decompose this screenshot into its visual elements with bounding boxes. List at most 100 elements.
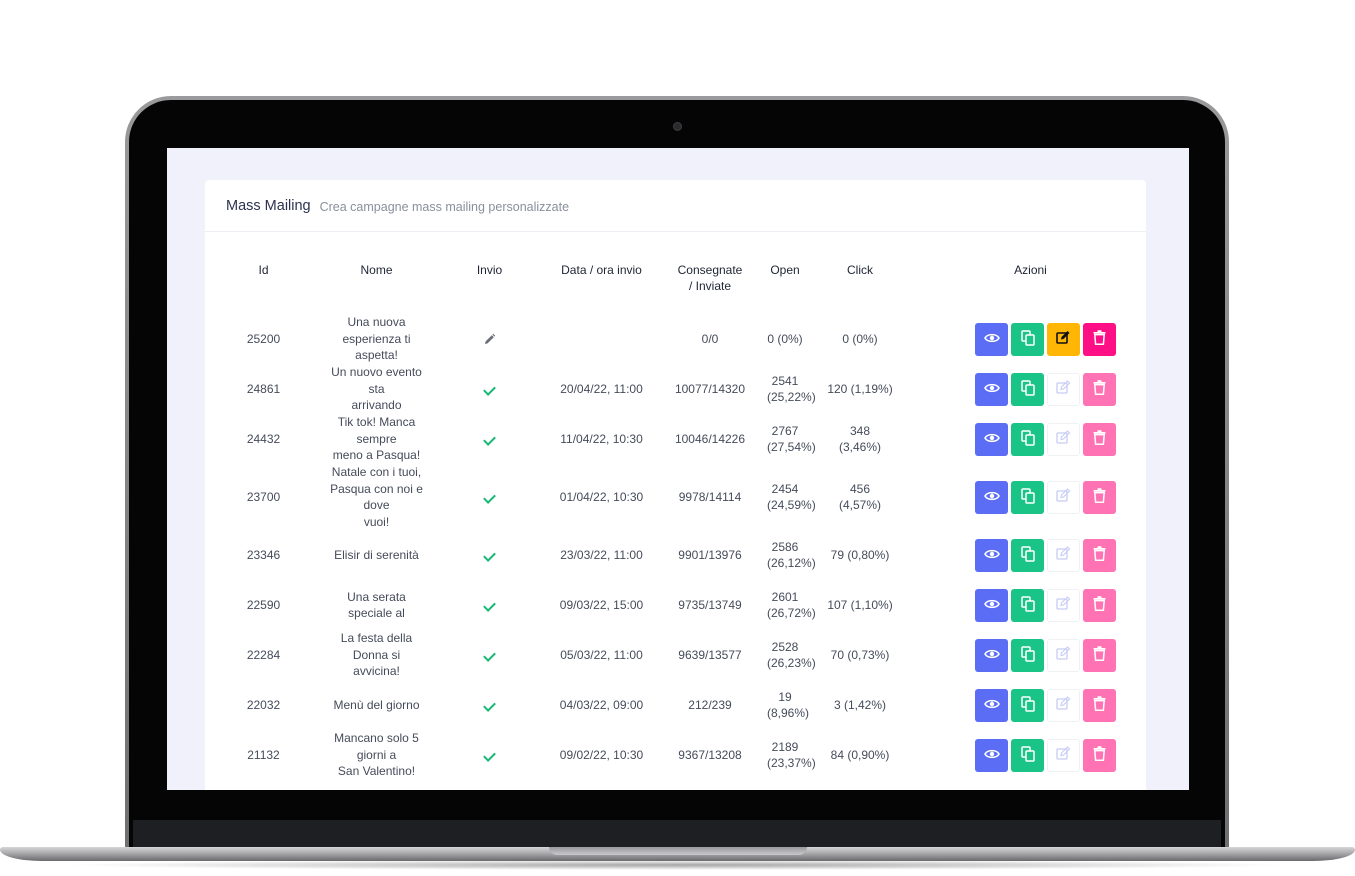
cell-click: 120 (1,19%) bbox=[805, 364, 915, 414]
col-header-nome[interactable]: Nome bbox=[360, 263, 393, 277]
cell-consegnate-text: 212/239 bbox=[688, 697, 732, 712]
copy-button[interactable] bbox=[1011, 738, 1044, 772]
eye-icon bbox=[983, 646, 1000, 665]
view-button[interactable] bbox=[975, 588, 1008, 622]
cell-click-line1: 120 (1,19%) bbox=[827, 381, 893, 396]
edit-icon bbox=[1056, 696, 1071, 714]
copy-button[interactable] bbox=[1011, 688, 1044, 722]
delete-button[interactable] bbox=[1083, 738, 1116, 772]
cell-open-line1: 0 (0%) bbox=[767, 331, 803, 346]
trash-icon bbox=[1093, 430, 1106, 448]
cell-open: 0 (0%) bbox=[765, 314, 805, 364]
row-actions bbox=[917, 480, 1144, 514]
delete-button[interactable] bbox=[1083, 372, 1116, 406]
cell-click: 107 (1,10%) bbox=[805, 580, 915, 630]
col-header-open[interactable]: Open bbox=[770, 263, 800, 277]
col-header-consegnate[interactable]: Consegnate / Inviate bbox=[655, 262, 765, 314]
cell-data-text: 05/03/22, 11:00 bbox=[560, 647, 643, 662]
edit-icon bbox=[1056, 596, 1071, 614]
check-icon bbox=[483, 432, 496, 446]
cell-click-line1: 107 (1,10%) bbox=[827, 597, 893, 612]
cell-consegnate: 212/239 bbox=[655, 680, 765, 730]
cell-consegnate-text: 9735/13749 bbox=[678, 597, 742, 612]
view-button[interactable] bbox=[975, 322, 1008, 356]
col-header-id[interactable]: Id bbox=[258, 263, 269, 277]
camera-icon bbox=[673, 122, 682, 131]
cell-open-line2: (25,22%) bbox=[767, 390, 816, 404]
cell-nome-line2: avvicina! bbox=[353, 664, 400, 679]
cell-click: 70 (0,73%) bbox=[805, 630, 915, 680]
cell-nome: Una nuova esperienza ti aspetta! bbox=[322, 314, 431, 364]
col-header-consegnate-line2: / Inviate bbox=[688, 279, 732, 293]
delete-button[interactable] bbox=[1083, 638, 1116, 672]
cell-nome-line1: Un nuovo evento sta bbox=[331, 365, 422, 396]
view-button[interactable] bbox=[975, 422, 1008, 456]
col-header-invio[interactable]: Invio bbox=[476, 263, 503, 277]
copy-icon bbox=[1020, 429, 1035, 449]
delete-button[interactable] bbox=[1083, 480, 1116, 514]
cell-click-line1: 79 (0,80%) bbox=[830, 547, 890, 562]
copy-button[interactable] bbox=[1011, 588, 1044, 622]
cell-nome-line1: Una nuova esperienza ti bbox=[342, 315, 411, 346]
cell-click-line2: (4,57%) bbox=[838, 498, 882, 512]
delete-button[interactable] bbox=[1083, 322, 1116, 356]
table-row: 22032 Menù del giorno 04/03/22, 09:00 21… bbox=[205, 680, 1146, 730]
copy-button[interactable] bbox=[1011, 422, 1044, 456]
cell-id: 22590 bbox=[205, 580, 322, 630]
copy-button[interactable] bbox=[1011, 372, 1044, 406]
view-button[interactable] bbox=[975, 538, 1008, 572]
trash-icon bbox=[1093, 646, 1106, 664]
cell-open: 2541 (25,22%) bbox=[765, 364, 816, 414]
cell-consegnate-text: 0/0 bbox=[701, 331, 719, 346]
cell-nome-line1: Elisir di serenità bbox=[334, 547, 419, 562]
cell-open-line2: (26,72%) bbox=[767, 606, 816, 620]
cell-id: 21132 bbox=[205, 730, 322, 780]
cell-nome: Mancano solo 5 giorni a San Valentino! bbox=[322, 730, 431, 780]
check-icon bbox=[483, 548, 496, 562]
check-icon bbox=[483, 698, 496, 712]
delete-button[interactable] bbox=[1083, 422, 1116, 456]
table-row: 22590 Una serata speciale al 09/03/22, 1… bbox=[205, 580, 1146, 630]
view-button[interactable] bbox=[975, 480, 1008, 514]
cell-consegnate-text: 9367/13208 bbox=[678, 747, 742, 762]
col-header-click[interactable]: Click bbox=[847, 263, 873, 277]
cell-id: 22284 bbox=[205, 630, 322, 680]
row-actions bbox=[917, 638, 1144, 672]
cell-data-text: 09/02/22, 10:30 bbox=[559, 747, 644, 762]
row-actions bbox=[917, 422, 1144, 456]
copy-button[interactable] bbox=[1011, 322, 1044, 356]
cell-open-line1: 2454 bbox=[771, 481, 799, 496]
delete-button[interactable] bbox=[1083, 588, 1116, 622]
edit-button bbox=[1047, 738, 1080, 772]
copy-button[interactable] bbox=[1011, 480, 1044, 514]
laptop-shadow bbox=[60, 860, 1295, 870]
cell-click-line1: 0 (0%) bbox=[842, 331, 878, 346]
cell-open-line1: 2601 bbox=[771, 589, 799, 604]
table-row: 23346 Elisir di serenità 23/03/22, 11:00… bbox=[205, 530, 1146, 580]
trash-icon bbox=[1093, 746, 1106, 764]
view-button[interactable] bbox=[975, 638, 1008, 672]
view-button[interactable] bbox=[975, 738, 1008, 772]
view-button[interactable] bbox=[975, 688, 1008, 722]
view-button[interactable] bbox=[975, 372, 1008, 406]
cell-id: 23346 bbox=[205, 530, 322, 580]
cell-open-line1: 2586 bbox=[771, 539, 799, 554]
cell-data bbox=[548, 314, 655, 364]
copy-icon bbox=[1020, 329, 1035, 349]
trash-icon bbox=[1093, 696, 1106, 714]
cell-data: 20/04/22, 11:00 bbox=[548, 364, 655, 414]
delete-button[interactable] bbox=[1083, 538, 1116, 572]
copy-button[interactable] bbox=[1011, 638, 1044, 672]
delete-button[interactable] bbox=[1083, 688, 1116, 722]
copy-button[interactable] bbox=[1011, 538, 1044, 572]
cell-open-line1: 2189 bbox=[771, 739, 799, 754]
cell-id-text: 23700 bbox=[246, 489, 281, 504]
cell-consegnate: 9978/14114 bbox=[655, 464, 765, 530]
cell-open: 2528 (26,23%) bbox=[765, 630, 816, 680]
cell-id-text: 22590 bbox=[246, 597, 281, 612]
col-header-data[interactable]: Data / ora invio bbox=[561, 263, 642, 277]
edit-button[interactable] bbox=[1047, 322, 1080, 356]
cell-azioni bbox=[915, 464, 1146, 530]
cell-open: 2586 (26,12%) bbox=[765, 530, 816, 580]
cell-id-text: 24432 bbox=[246, 431, 281, 446]
